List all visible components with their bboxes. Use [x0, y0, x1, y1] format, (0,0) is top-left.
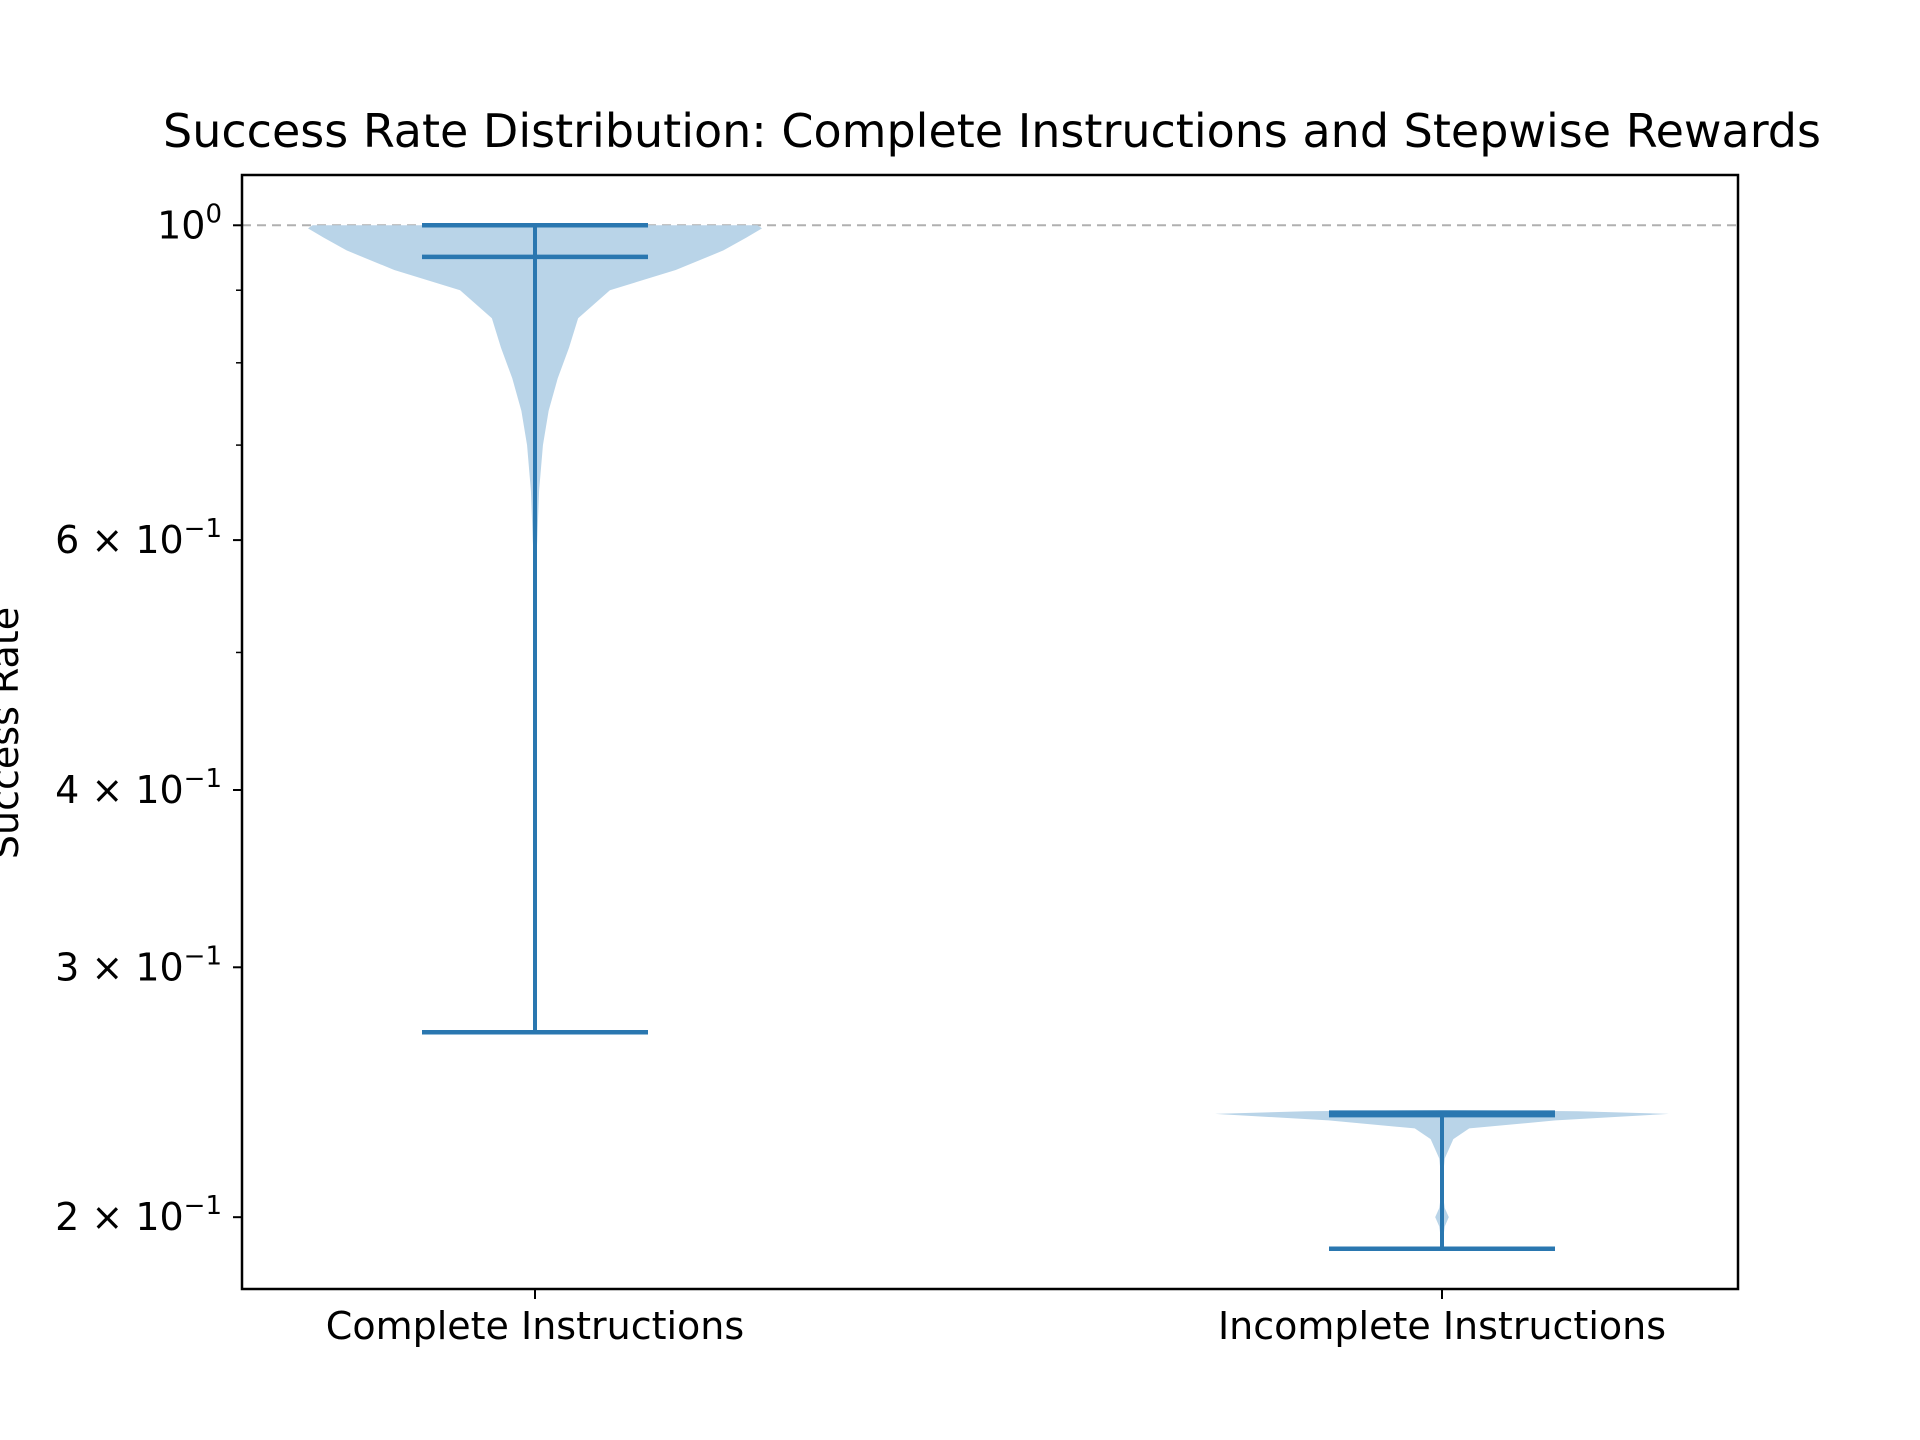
x-tick-label: Complete Instructions: [326, 1304, 744, 1348]
y-tick-label: 100: [157, 199, 222, 247]
plot-frame: [240, 173, 1740, 1291]
y-axis-label: Success Rate: [0, 607, 27, 859]
y-tick-label: 3 × 10−1: [55, 941, 222, 989]
x-axis: Complete Instructions Incomplete Instruct…: [326, 1289, 1666, 1348]
x-tick-label: Incomplete Instructions: [1218, 1304, 1666, 1348]
y-tick-label: 2 × 10−1: [55, 1191, 222, 1239]
y-tick-label: 6 × 10−1: [55, 514, 222, 562]
y-tick-label: 4 × 10−1: [55, 764, 222, 812]
y-axis: 100 6 × 10−1 4 × 10−1 3 × 10−1 2 × 10−1: [55, 199, 242, 1239]
violins-layer: [308, 223, 1669, 1252]
chart-title: Success Rate Distribution: Complete Inst…: [163, 104, 1821, 158]
